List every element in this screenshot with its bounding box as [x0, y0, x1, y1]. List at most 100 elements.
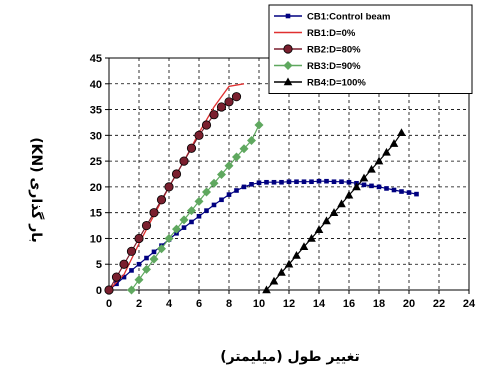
- y-tick-label: 35: [90, 105, 102, 117]
- series-cb1-point: [211, 202, 217, 208]
- series-rb3-point: [247, 135, 256, 145]
- legend-item-rb1: RB1:D=0%: [274, 28, 356, 39]
- series-cb1-point: [264, 179, 269, 185]
- series-cb1-point: [234, 188, 239, 193]
- series-rb4-point: [344, 190, 354, 199]
- series-cb1-point: [406, 190, 412, 195]
- series-rb4-point: [314, 225, 324, 233]
- y-tick-label: 45: [90, 53, 102, 65]
- x-tick-label: 14: [313, 298, 326, 310]
- series-cb1-point: [391, 187, 397, 193]
- series-cb1-point: [294, 179, 299, 185]
- series-rb3-point: [202, 187, 211, 197]
- series-rb4-point: [329, 208, 339, 216]
- series-cb1-point: [144, 255, 149, 261]
- series-rb2-point: [201, 120, 212, 130]
- series-rb2-point: [134, 233, 144, 244]
- series-cb1-point: [369, 183, 374, 189]
- series-cb1-point: [181, 225, 187, 230]
- series-group: [104, 83, 419, 295]
- series-rb4-point: [292, 250, 301, 259]
- series-rb3-point: [157, 244, 166, 254]
- series-rb2-point: [111, 272, 122, 282]
- series-rb2-point: [156, 195, 167, 205]
- series-rb4: [262, 128, 406, 294]
- legend-rb4-point: [283, 77, 293, 86]
- series-rb4-point: [397, 128, 406, 137]
- series-rb2: [104, 92, 242, 295]
- series-rb2-point: [164, 182, 174, 192]
- series-cb1-point: [346, 179, 352, 185]
- series-rb3-point: [224, 161, 234, 171]
- series-cb1-point: [121, 274, 127, 280]
- series-rb4-point: [337, 199, 346, 208]
- series-rb3-point: [179, 215, 189, 225]
- series-cb1-point: [226, 192, 232, 197]
- series-cb1-point: [189, 219, 194, 225]
- series-rb4-point: [262, 285, 271, 294]
- series-rb2-point: [119, 259, 129, 269]
- series-rb4-point: [307, 233, 316, 242]
- series-cb1-point: [279, 179, 284, 185]
- legend-label: RB2:D=80%: [307, 45, 361, 56]
- y-tick-label: 30: [90, 130, 102, 142]
- series-rb3-point: [194, 196, 204, 206]
- series-cb1-point: [399, 189, 404, 194]
- x-tick-label: 2: [136, 298, 142, 310]
- series-cb1-point: [361, 182, 367, 188]
- x-tick-label: 8: [226, 298, 232, 310]
- y-tick-label: 40: [90, 79, 102, 91]
- series-rb4-point: [269, 276, 279, 285]
- legend-label: CB1:Control beam: [307, 12, 390, 23]
- series-cb1-point: [204, 208, 209, 213]
- series-cb1-point: [324, 178, 329, 184]
- x-tick-label: 0: [106, 298, 112, 310]
- series-cb1-point: [384, 186, 389, 191]
- series-cb1-point: [151, 249, 157, 255]
- series-rb4-point: [367, 164, 376, 173]
- series-rb2-point: [194, 130, 204, 140]
- y-tick-label: 25: [90, 156, 102, 168]
- legend-item-rb4: RB4:D=100%: [274, 77, 366, 89]
- legend-item-rb3: RB3:D=90%: [274, 61, 361, 72]
- series-cb1-point: [136, 261, 142, 267]
- legend-label: RB4:D=100%: [307, 78, 366, 89]
- series-rb2-point: [209, 110, 219, 120]
- legend-label: RB1:D=0%: [307, 28, 356, 39]
- series-rb2-point: [224, 97, 234, 107]
- series-cb1-point: [256, 180, 262, 186]
- series-rb2-point: [179, 156, 189, 166]
- series-rb3-point: [127, 285, 136, 295]
- x-tick-label: 10: [253, 298, 265, 310]
- legend-rb3-point: [283, 61, 293, 70]
- series-rb2-point: [141, 220, 152, 231]
- series-rb4-point: [352, 182, 361, 191]
- x-tick-label: 6: [196, 298, 202, 310]
- series-rb4-point: [374, 156, 384, 165]
- y-tick-label: 20: [90, 182, 102, 194]
- series-rb3-point: [142, 264, 151, 274]
- series-cb1-point: [331, 179, 337, 185]
- series-cb1-point: [414, 191, 419, 197]
- series-cb1: [106, 178, 419, 293]
- x-tick-label: 24: [463, 298, 476, 310]
- series-rb4-point: [299, 242, 309, 250]
- series-rb4-point: [359, 173, 369, 182]
- legend-item-rb2: RB2:D=80%: [274, 44, 361, 56]
- series-rb3-point: [254, 120, 264, 130]
- series-rb3-point: [134, 275, 144, 285]
- y-tick-label: 10: [90, 233, 102, 245]
- series-rb2-point: [149, 208, 159, 218]
- series-cb1-point: [286, 179, 292, 185]
- series-rb4-point: [389, 139, 399, 147]
- series-rb2-point: [231, 92, 242, 102]
- series-rb2-point: [104, 285, 114, 295]
- legend-item-cb1: CB1:Control beam: [274, 12, 390, 23]
- series-rb2-point: [216, 102, 227, 112]
- series-rb2-point: [186, 143, 197, 153]
- series-cb1-point: [316, 178, 322, 184]
- series-rb3-point: [209, 178, 219, 188]
- series-rb3-point: [149, 254, 159, 264]
